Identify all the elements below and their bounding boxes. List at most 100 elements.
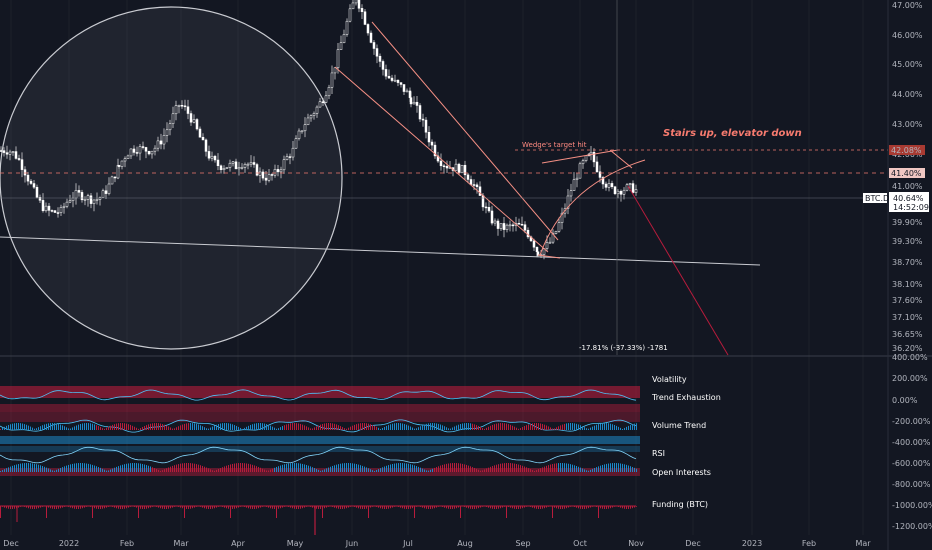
funding-bar: [150, 506, 151, 508]
funding-bar: [380, 506, 381, 509]
open-interest-bar: [252, 464, 253, 472]
volume-trend-bar: [570, 423, 571, 430]
volume-trend-bar: [116, 423, 117, 430]
funding-bar: [456, 506, 457, 509]
open-interest-bar: [520, 465, 521, 472]
open-interest-bar: [314, 468, 315, 472]
volume-trend-bar: [470, 423, 471, 430]
y-tick-label: 43.00%: [892, 120, 923, 129]
open-interest-bar: [162, 470, 163, 472]
candle-body: [457, 163, 461, 174]
candle-body: [628, 183, 632, 185]
funding-bar: [228, 506, 229, 509]
volume-trend-bar: [2, 427, 3, 430]
volume-trend-bar: [412, 427, 413, 430]
funding-bar: [598, 506, 599, 518]
volume-trend-bar: [630, 425, 631, 430]
volume-trend-bar: [388, 425, 389, 430]
funding-bar: [368, 506, 369, 518]
volume-trend-bar: [110, 425, 111, 430]
open-interest-bar: [116, 466, 117, 472]
volume-trend-bar: [590, 427, 591, 430]
volume-trend-bar: [428, 423, 429, 430]
open-interest-bar: [20, 463, 21, 472]
funding-bar: [606, 506, 607, 509]
funding-bar: [634, 506, 635, 508]
volume-trend-bar: [186, 423, 187, 430]
measure-readout: -17.81% (-37.33%) -1781: [579, 344, 668, 352]
volume-trend-bar: [432, 423, 433, 430]
candle-body: [171, 113, 175, 125]
open-interest-bar: [10, 466, 11, 472]
open-interest-bar: [294, 463, 295, 472]
candle-body: [53, 210, 57, 213]
open-interest-bar: [86, 463, 87, 472]
open-interest-bar: [578, 466, 579, 472]
open-interest-bar: [446, 463, 447, 472]
candle-body: [369, 32, 373, 43]
candle-body: [532, 240, 536, 248]
y-tick-label: 38.10%: [892, 280, 923, 289]
volume-trend-bar: [552, 428, 553, 430]
open-interest-bar: [30, 463, 31, 472]
open-interest-bar: [288, 463, 289, 472]
volume-trend-bar: [102, 428, 103, 430]
funding-bar: [100, 506, 101, 509]
funding-bar: [584, 506, 585, 509]
candle-body: [150, 150, 154, 155]
candle-body: [279, 169, 283, 173]
open-interest-bar: [176, 464, 177, 472]
volume-trend-bar: [518, 428, 519, 430]
candle-body: [20, 159, 24, 170]
funding-bar: [358, 506, 359, 509]
volume-trend-bar: [210, 427, 211, 430]
candle-body: [101, 190, 105, 198]
open-interest-bar: [480, 470, 481, 472]
funding-bar: [160, 506, 161, 509]
funding-bar: [404, 506, 405, 509]
volume-trend-bar: [232, 424, 233, 430]
volume-trend-bar: [112, 424, 113, 430]
open-interest-bar: [458, 463, 459, 472]
volume-trend-bar: [194, 423, 195, 430]
volume-trend-bar: [506, 423, 507, 430]
volume-trend-bar: [624, 427, 625, 430]
funding-bar: [190, 506, 191, 509]
funding-bar: [36, 506, 37, 509]
open-interest-bar: [606, 463, 607, 472]
volume-trend-bar: [596, 424, 597, 430]
volume-trend-bar: [308, 427, 309, 430]
candle-body: [424, 119, 428, 133]
open-interest-bar: [636, 468, 637, 472]
funding-bar: [10, 506, 11, 509]
volume-trend-bar: [474, 424, 475, 430]
open-interest-bar: [60, 467, 61, 472]
open-interest-bar: [324, 469, 325, 472]
open-interest-bar: [12, 465, 13, 472]
open-interest-bar: [336, 464, 337, 472]
funding-bar: [344, 506, 345, 509]
funding-bar: [382, 506, 383, 509]
volume-trend-bar: [314, 427, 315, 430]
candle-body: [306, 117, 310, 125]
candle-body: [336, 49, 340, 69]
funding-bar: [278, 506, 279, 509]
funding-bar: [300, 506, 301, 509]
funding-bar: [316, 506, 317, 509]
candle-body: [342, 34, 346, 43]
open-interest-bar: [542, 467, 543, 472]
open-interest-bar: [66, 465, 67, 472]
volume-trend-bar: [212, 426, 213, 430]
x-tick-label: Aug: [457, 539, 473, 548]
candle-body: [433, 144, 437, 157]
open-interest-bar: [182, 463, 183, 472]
volume-trend-bar: [128, 424, 129, 430]
oscillator-line: [0, 389, 637, 401]
funding-bar: [450, 506, 451, 509]
funding-bar: [230, 506, 231, 518]
volume-trend-bar: [528, 424, 529, 430]
volume-trend-bar: [276, 428, 277, 430]
open-interest-bar: [476, 468, 477, 472]
x-tick-label: Dec: [3, 539, 18, 548]
